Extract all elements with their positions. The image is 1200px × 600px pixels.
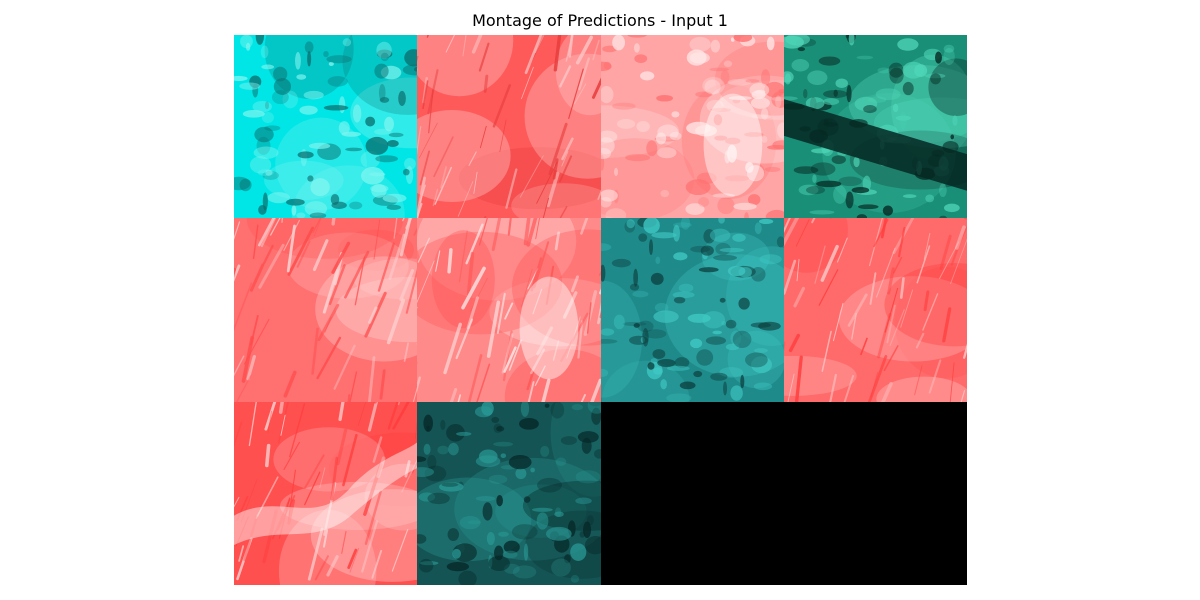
tile-texture <box>234 401 418 585</box>
prediction-tile-9 <box>234 401 418 585</box>
prediction-tile-8 <box>783 218 967 402</box>
tile-texture <box>234 218 418 402</box>
prediction-tile-7 <box>600 218 784 402</box>
prediction-tile-2 <box>417 35 601 219</box>
tile-texture <box>417 35 601 219</box>
prediction-tile-10 <box>417 401 601 585</box>
tile-texture <box>783 35 967 219</box>
tile-texture <box>783 218 967 402</box>
prediction-tile-5 <box>234 218 418 402</box>
figure-title: Montage of Predictions - Input 1 <box>472 11 728 30</box>
prediction-tile-6 <box>417 218 601 402</box>
prediction-tile-1 <box>234 35 418 219</box>
prediction-tile-3 <box>600 35 784 219</box>
prediction-montage <box>234 35 967 585</box>
empty-tile-11 <box>600 401 784 585</box>
tile-texture <box>417 218 601 402</box>
empty-tile-12 <box>783 401 967 585</box>
tile-texture <box>600 35 784 219</box>
tile-texture <box>234 35 418 219</box>
tile-texture <box>600 218 784 402</box>
prediction-tile-4 <box>783 35 967 219</box>
tile-texture <box>417 401 601 585</box>
